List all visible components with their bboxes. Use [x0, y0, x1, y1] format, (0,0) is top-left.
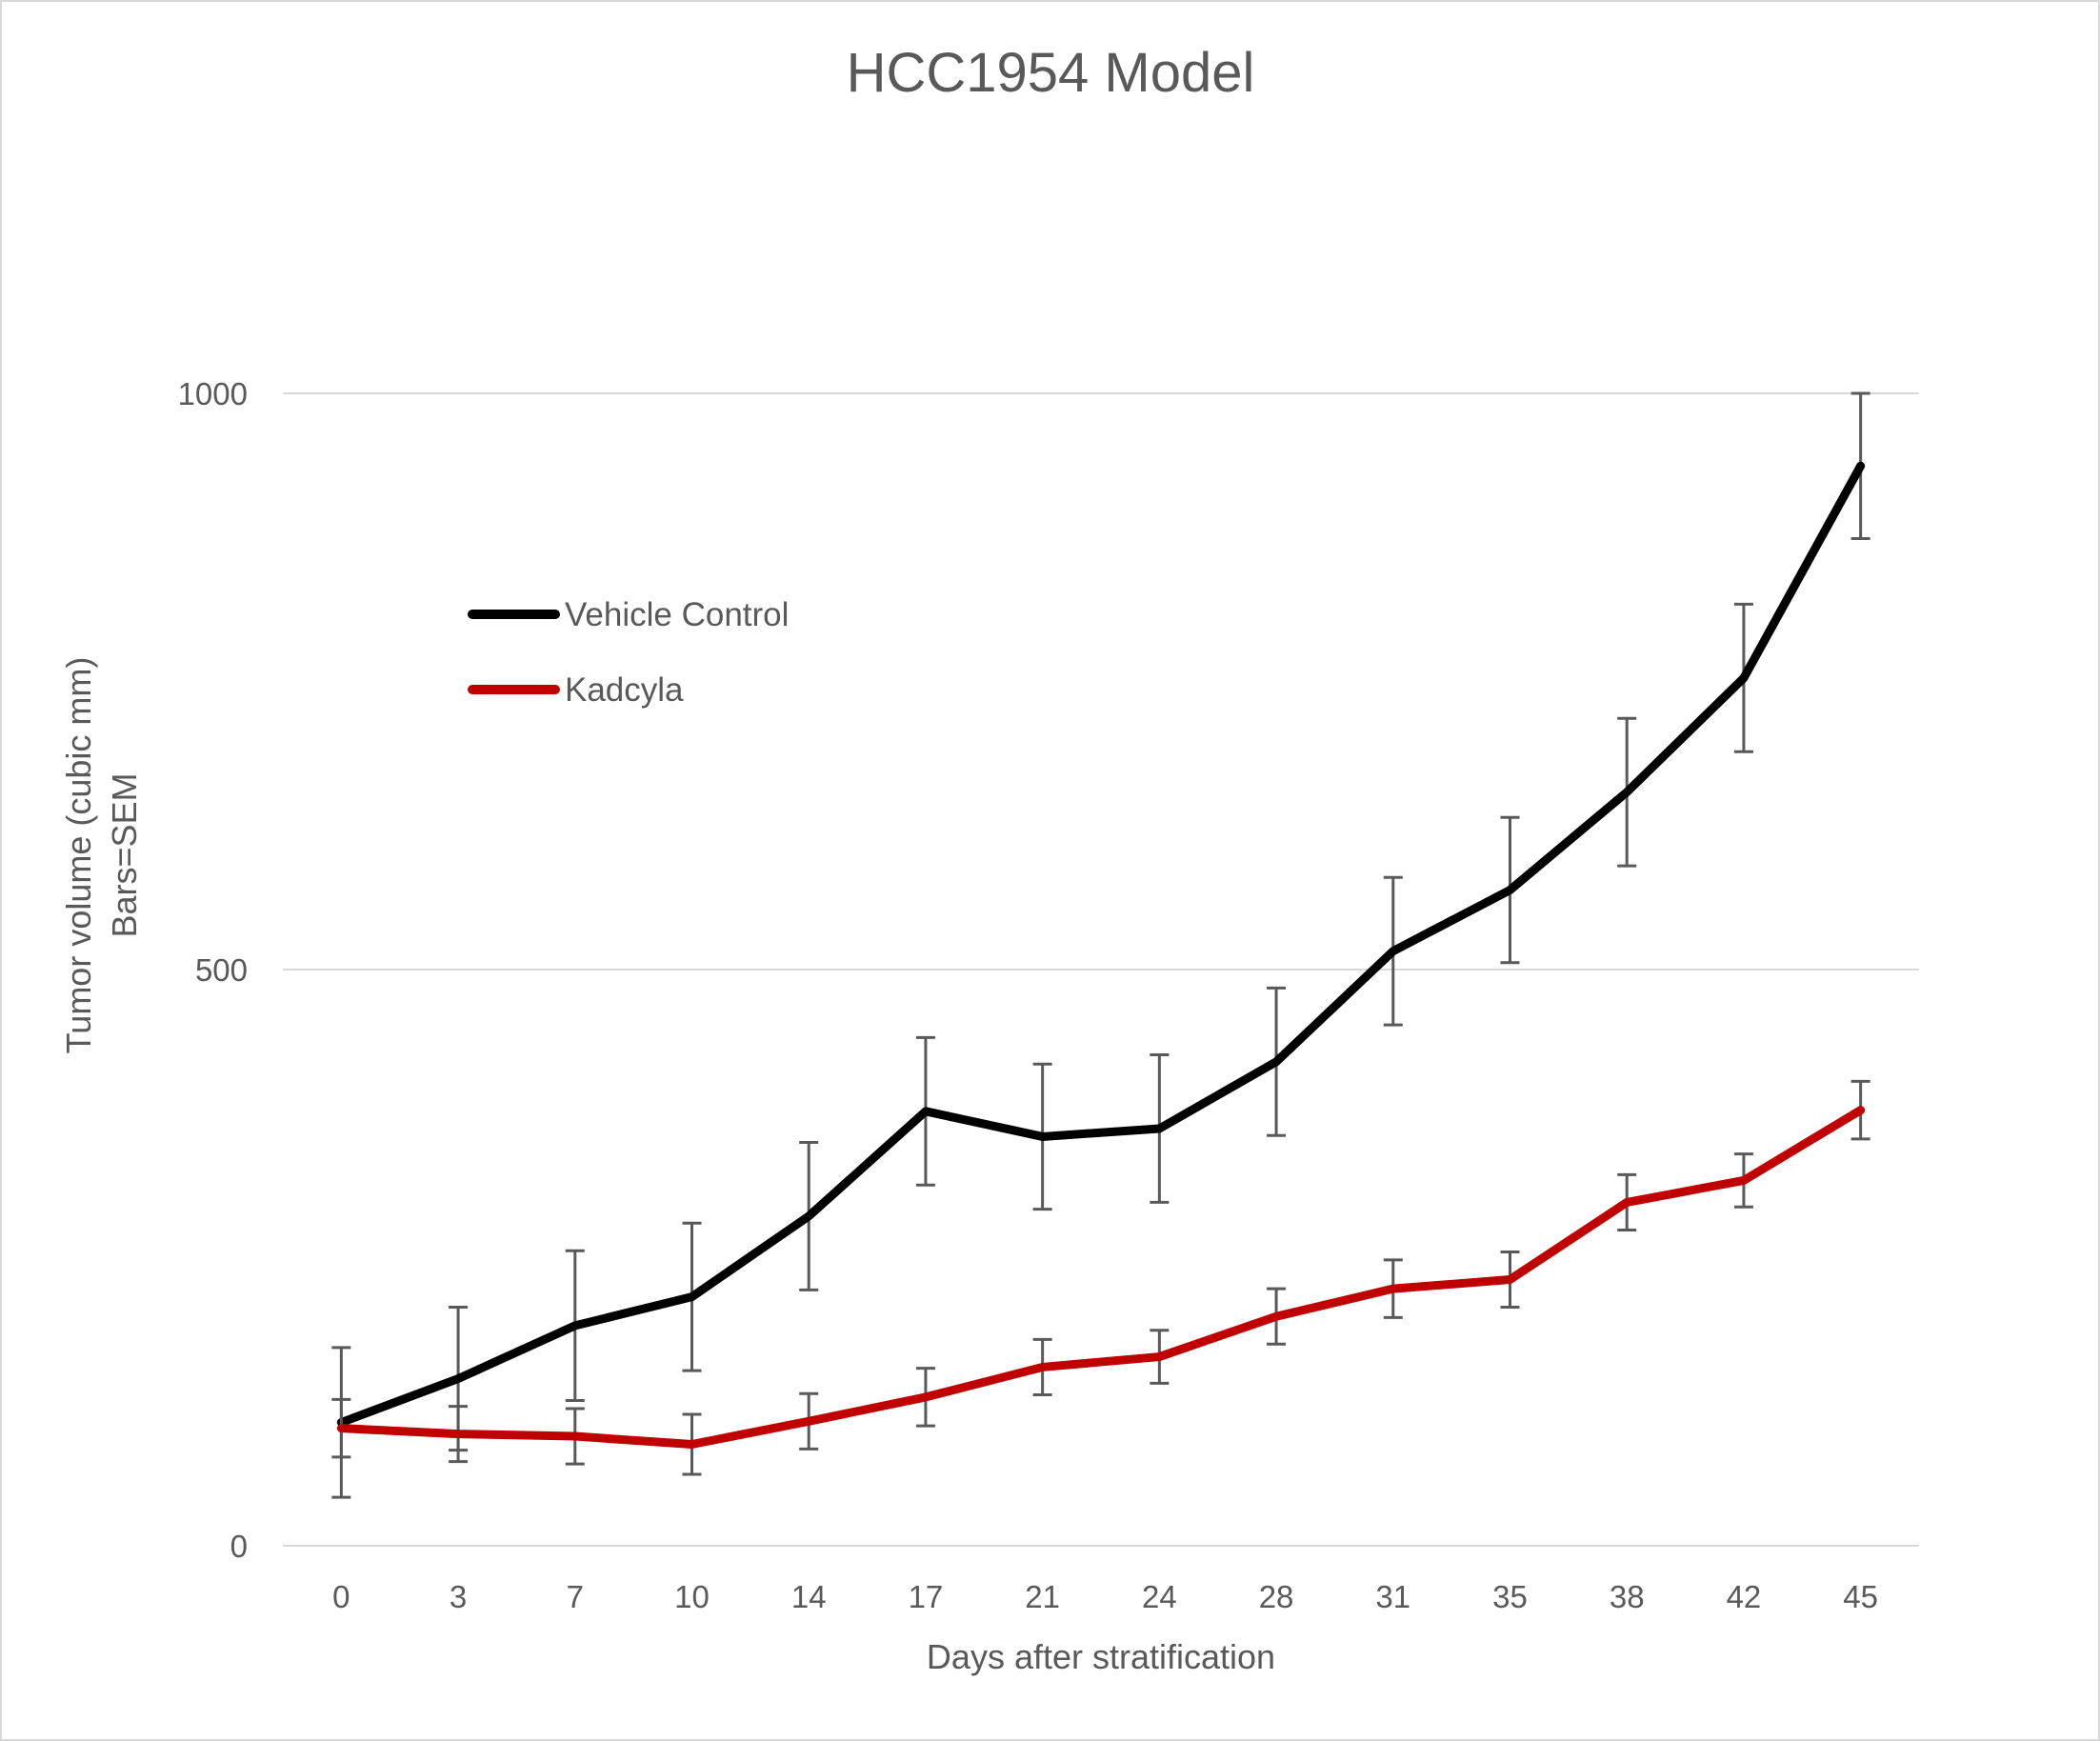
legend-label-vehicle-control: Vehicle Control [565, 596, 789, 633]
x-tick-label: 42 [1727, 1579, 1762, 1614]
y-axis-title-line1: Tumor volume (cubic mm) [59, 657, 98, 1054]
error-bars-kadcyla [331, 1079, 1870, 1476]
x-tick-label: 14 [791, 1579, 827, 1614]
x-tick-label: 38 [1610, 1579, 1645, 1614]
series-vehicle-control [331, 391, 1870, 1499]
x-tick-label: 45 [1843, 1579, 1878, 1614]
x-axis-title: Days after stratification [927, 1637, 1275, 1676]
plot-series [331, 391, 1870, 1499]
x-tick-label: 31 [1375, 1579, 1410, 1614]
legend-label-kadcyla: Kadcyla [565, 671, 684, 709]
legend: Vehicle Control Kadcyla [468, 596, 789, 709]
series-kadcyla [331, 1079, 1870, 1476]
y-axis-title: Tumor volume (cubic mm) Bars=SEM [59, 657, 144, 1054]
x-tick-label: 3 [450, 1579, 467, 1614]
y-tick-label: 0 [230, 1529, 248, 1564]
legend-item-vehicle-control: Vehicle Control [468, 596, 789, 633]
x-tick-label: 28 [1259, 1579, 1294, 1614]
chart-title: HCC1954 Model [847, 42, 1255, 104]
y-axis-tick-labels: 0 500 1000 [178, 376, 248, 1564]
x-tick-label: 7 [567, 1579, 584, 1614]
x-tick-label: 17 [909, 1579, 944, 1614]
x-tick-label: 10 [674, 1579, 710, 1614]
x-tick-label: 0 [332, 1579, 350, 1614]
y-axis-title-line2: Bars=SEM [105, 772, 144, 937]
legend-item-kadcyla: Kadcyla [468, 671, 684, 709]
y-tick-label: 1000 [178, 376, 248, 411]
x-axis-tick-labels: 0 3 7 10 14 17 21 24 28 31 35 38 42 45 [332, 1579, 1878, 1614]
gridlines [283, 392, 1919, 1547]
line-vehicle-control [336, 461, 1866, 1428]
line-kadcyla [336, 1106, 1866, 1450]
x-tick-label: 35 [1492, 1579, 1528, 1614]
x-tick-label: 24 [1142, 1579, 1177, 1614]
y-tick-label: 500 [195, 952, 248, 988]
x-tick-label: 21 [1025, 1579, 1060, 1614]
